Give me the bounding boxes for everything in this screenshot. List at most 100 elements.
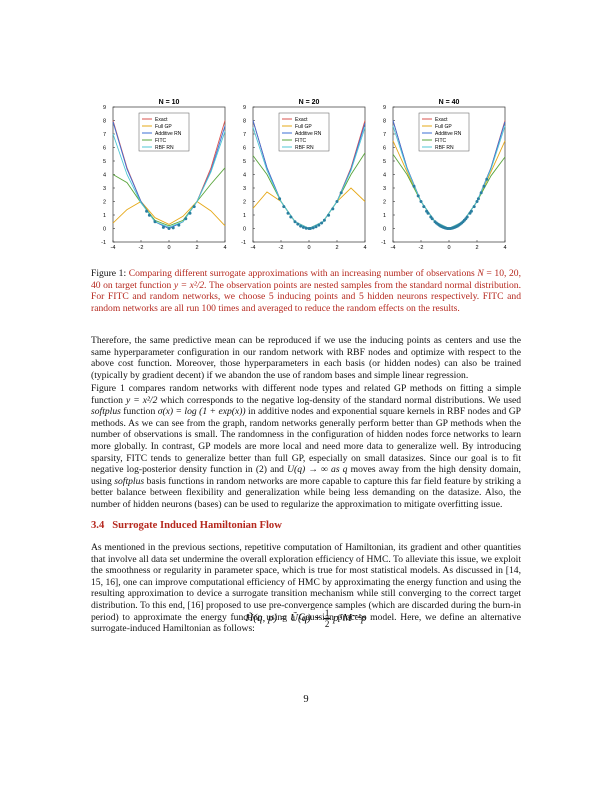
x-tick-label: 4 [223,245,226,251]
series-line-full-gp [252,187,366,229]
observation-point [153,220,157,224]
observation-point [472,205,476,209]
observation-point [286,211,290,215]
y-tick-label: 8 [383,119,386,125]
chart-panel-n40: N = 40 -1 0 1 2 3 4 5 6 7 8 9 -4 -2 0 2 4 Exact Full GP Add… [375,93,515,263]
paragraph-1: Therefore, the same predictive mean can … [91,335,521,381]
chart-panel-n20: N = 20 -1 0 1 2 3 4 5 6 7 8 9 -4 -2 0 2 4 Exact Full GP Add… [235,93,375,263]
p2-text-d: in additive nodes and exponential square… [91,406,521,476]
figure-label: Figure 1: [91,268,127,279]
observation-point [147,213,151,217]
observation-point [299,224,303,228]
x-tick-label: -2 [279,245,284,251]
observation-point [416,194,420,198]
observation-point [301,225,305,229]
p2-function: y = x²/2 [126,394,158,406]
y-tick-label: 6 [383,146,386,152]
caption-text-3: The observation points are nested sample… [91,279,521,314]
paragraph-3: As mentioned in the previous sections, r… [91,542,521,635]
p2-text-c: function [123,406,156,418]
y-tick-label: 3 [383,186,386,192]
x-tick-label: 2 [475,245,478,251]
observation-point [308,227,312,230]
y-tick-label: 2 [103,200,106,206]
chart-panel-n10: N = 10 -1 0 1 2 3 4 5 6 7 8 9 -4 -2 0 2 4 Exact Full GP Add… [95,93,235,263]
y-tick-label: 7 [103,132,106,138]
observation-point [317,223,321,227]
legend-entry: RBF RN [155,145,174,151]
caption-text-2: on target function [103,279,172,291]
observation-point [311,226,315,230]
caption-equals: = [486,268,492,279]
x-tick-label: -2 [419,245,424,251]
y-tick-label: 2 [243,200,246,206]
series-line-full-gp [112,200,226,227]
observation-point [171,226,175,230]
y-tick-label: 1 [383,213,386,219]
x-tick-label: 4 [503,245,506,251]
observation-point [335,200,339,203]
observation-point [327,213,331,217]
x-tick-label: -2 [139,245,144,251]
observation-point [479,191,483,195]
observation-point [469,209,473,213]
p2-softplus-2: softplus [114,475,145,487]
x-tick-label: -4 [111,245,116,251]
observation-point [167,227,171,230]
fraction-denominator: 2 [324,619,330,629]
observation-point [419,200,423,203]
x-tick-label: -4 [391,245,396,251]
p2-text-b: which corresponds to the negative log-de… [160,394,521,406]
chart-title: N = 10 [159,99,180,106]
y-tick-label: -1 [241,240,246,246]
p2-text-f: basis functions in random networks are m… [91,475,522,510]
y-tick-label: 8 [103,119,106,125]
observation-point [322,218,326,222]
y-tick-label: 1 [103,213,106,219]
legend-entry: Full GP [435,124,452,130]
y-tick-label: 3 [103,186,106,192]
chart-title: N = 20 [299,99,320,106]
figure-1: N = 10 -1 0 1 2 3 4 5 6 7 8 9 -4 -2 0 2 4 Exact Full GP Add… [95,93,515,263]
p2-text-e: moves away from the high density domain,… [91,464,521,487]
observation-point [278,197,282,201]
y-tick-label: 7 [383,132,386,138]
caption-values: 10, 20, 40 [91,268,521,291]
x-tick-label: 0 [307,245,310,251]
p2-uq: U(q) → ∞ as q [287,464,348,476]
equation-rhs: pᵀM⁻¹p [333,612,367,625]
observation-point [339,191,343,195]
legend-entry: RBF RN [295,145,314,151]
x-tick-label: 2 [335,245,338,251]
legend-entry: FITC [295,138,306,144]
p2-softplus: softplus [91,406,121,418]
legend-entry: Full GP [295,124,312,130]
fraction-numerator: 1 [323,608,331,619]
observation-point [293,220,297,224]
legend-entry: FITC [435,138,446,144]
y-tick-label: 8 [243,119,246,125]
y-tick-label: 7 [243,132,246,138]
observation-point [476,197,480,201]
y-tick-label: 0 [243,227,246,233]
legend-entry: RBF RN [435,145,454,151]
y-tick-label: 0 [103,227,106,233]
x-tick-label: 0 [447,245,450,251]
legend-entry: Exact [435,117,448,123]
observation-point [296,222,300,226]
y-tick-label: 1 [243,213,246,219]
y-tick-label: 4 [243,173,246,179]
y-tick-label: 9 [103,105,106,111]
observation-point [177,223,181,227]
y-tick-label: 4 [383,173,386,179]
section-heading: 3.4 Surrogate Induced Hamiltonian Flow [91,520,282,531]
y-tick-label: -1 [101,240,106,246]
y-tick-label: 2 [383,200,386,206]
observation-point [161,225,165,229]
observation-point [289,215,293,219]
p2-sigma: σ(x) = log (1 + exp(x)) [157,406,246,418]
series-line-fitc [112,167,226,227]
observation-point [430,217,434,221]
caption-text-1: Comparing different surrogate approximat… [128,268,475,279]
